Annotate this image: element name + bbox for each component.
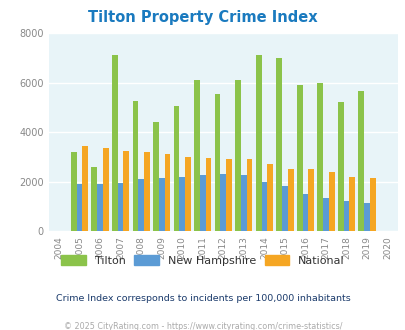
Bar <box>296 85 302 231</box>
Bar <box>307 169 313 231</box>
Bar <box>194 80 199 231</box>
Bar <box>220 174 226 231</box>
Bar <box>363 203 369 231</box>
Bar <box>255 55 261 231</box>
Bar <box>358 91 363 231</box>
Bar <box>179 177 185 231</box>
Bar <box>369 178 375 231</box>
Legend: Tilton, New Hampshire, National: Tilton, New Hampshire, National <box>57 250 348 270</box>
Bar <box>287 169 293 231</box>
Bar <box>261 182 266 231</box>
Bar <box>241 175 246 231</box>
Bar <box>103 148 109 231</box>
Bar <box>164 154 170 231</box>
Bar <box>153 122 158 231</box>
Bar <box>337 102 343 231</box>
Text: Crime Index corresponds to incidents per 100,000 inhabitants: Crime Index corresponds to incidents per… <box>55 294 350 303</box>
Bar <box>144 152 149 231</box>
Bar <box>173 106 179 231</box>
Bar <box>138 179 144 231</box>
Text: © 2025 CityRating.com - https://www.cityrating.com/crime-statistics/: © 2025 CityRating.com - https://www.city… <box>64 322 341 330</box>
Bar <box>234 80 241 231</box>
Text: Tilton Property Crime Index: Tilton Property Crime Index <box>88 10 317 25</box>
Bar <box>91 167 97 231</box>
Bar <box>214 94 220 231</box>
Bar <box>82 146 88 231</box>
Bar <box>132 101 138 231</box>
Bar <box>322 198 328 231</box>
Bar <box>123 150 129 231</box>
Bar <box>185 157 190 231</box>
Bar <box>205 158 211 231</box>
Bar <box>302 194 307 231</box>
Bar <box>246 159 252 231</box>
Bar <box>117 183 123 231</box>
Bar <box>97 184 103 231</box>
Bar <box>276 58 281 231</box>
Bar <box>112 55 117 231</box>
Bar <box>317 82 322 231</box>
Bar <box>281 186 287 231</box>
Bar <box>266 164 272 231</box>
Bar <box>328 172 334 231</box>
Bar <box>349 177 354 231</box>
Bar <box>158 178 164 231</box>
Bar <box>343 201 349 231</box>
Bar <box>77 184 82 231</box>
Bar <box>71 152 77 231</box>
Bar <box>199 175 205 231</box>
Bar <box>226 159 231 231</box>
